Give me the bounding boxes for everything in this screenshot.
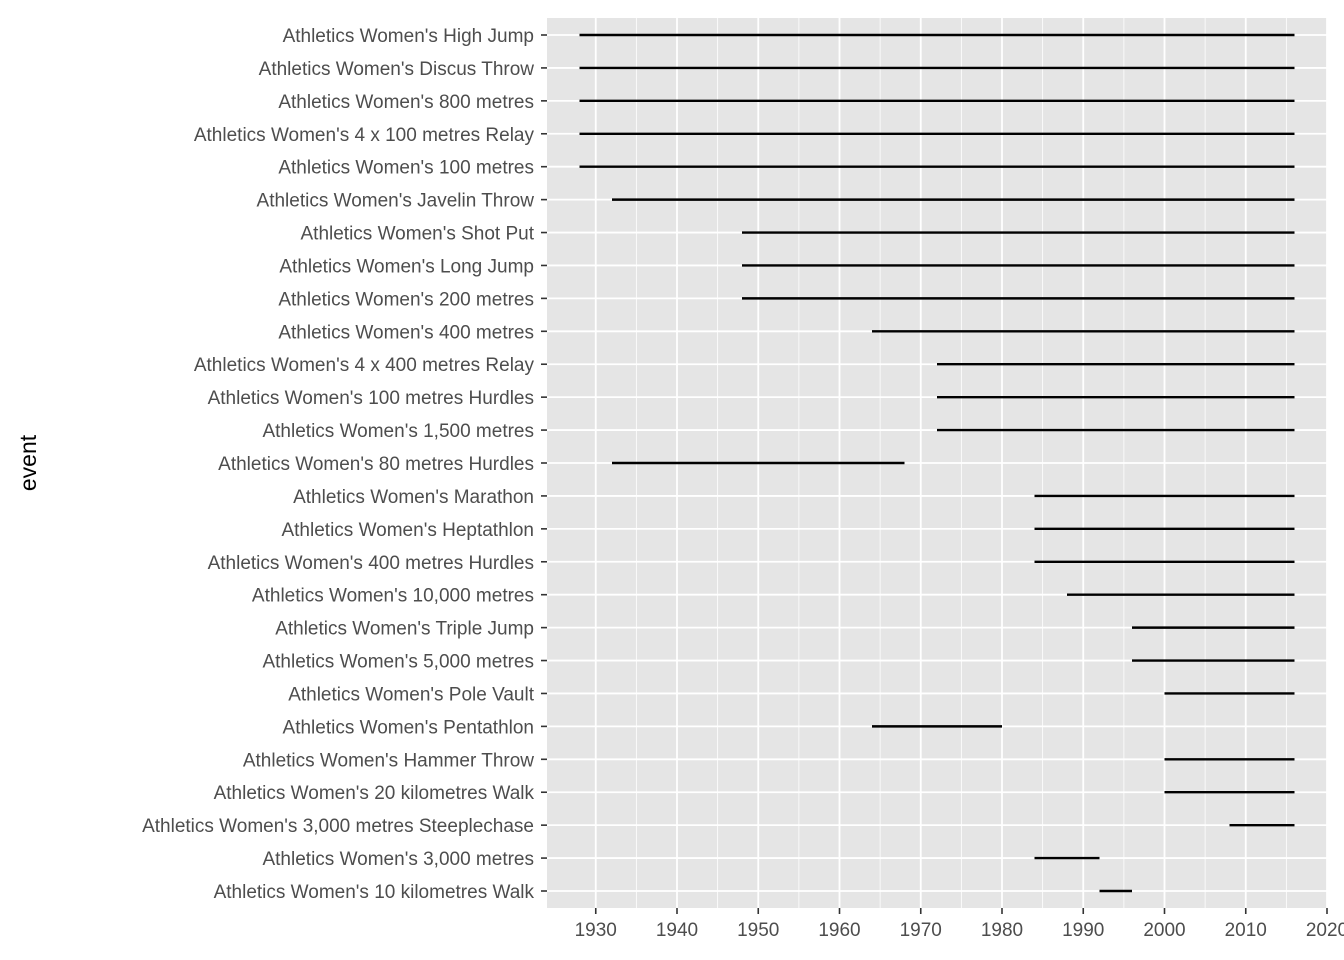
y-tick-label: Athletics Women's Long Jump [279,256,534,277]
y-tick-label: Athletics Women's High Jump [283,26,534,47]
y-tick-label: Athletics Women's 80 metres Hurdles [218,454,534,475]
x-tick-label: 2010 [1225,920,1267,941]
y-tick-label: Athletics Women's Heptathlon [281,520,534,541]
y-tick-label: Athletics Women's Discus Throw [259,59,535,80]
y-axis-title: event [15,434,41,491]
y-tick-label: Athletics Women's Pole Vault [288,684,535,705]
x-tick-label: 2000 [1143,920,1185,941]
y-tick-label: Athletics Women's Marathon [293,487,534,508]
y-tick-label: Athletics Women's 100 metres Hurdles [208,388,534,409]
y-tick-label: Athletics Women's 800 metres [278,92,534,113]
x-tick-label: 1990 [1062,920,1104,941]
y-tick-label: Athletics Women's 1,500 metres [262,421,534,442]
x-tick-label: 1930 [575,920,617,941]
x-axis: 1930 1940 1950 1960 1970 1980 1990 2000 2010 2020 [575,908,1344,941]
y-tick-label: Athletics Women's 5,000 metres [262,652,534,673]
y-tick-label: Athletics Women's Pentathlon [283,717,534,738]
x-tick-label: 1960 [818,920,860,941]
y-tick-label: Athletics Women's 10,000 metres [252,586,534,607]
x-tick-label: 2020 [1306,920,1344,941]
y-tick-label: Athletics Women's 20 kilometres Walk [214,783,535,804]
event-segments [579,33,1295,893]
y-tick-label: Athletics Women's 4 x 100 metres Relay [194,125,535,146]
y-tick-label: Athletics Women's Shot Put [301,224,535,245]
y-tick-label: Athletics Women's Hammer Throw [243,750,534,771]
y-tick-label: Athletics Women's 3,000 metres Steeplech… [142,816,534,837]
y-tick-label: Athletics Women's 3,000 metres [262,849,534,870]
y-tick-label: Athletics Women's 400 metres Hurdles [208,553,534,574]
y-tick-label: Athletics Women's 100 metres [278,158,534,179]
y-tick-label: Athletics Women's Javelin Throw [257,191,535,212]
y-axis: Athletics Women's High Jump Athletics Wom… [142,26,547,903]
x-tick-label: 1980 [981,920,1023,941]
y-tick-label: Athletics Women's 4 x 400 metres Relay [194,355,535,376]
y-tick-label: Athletics Women's Triple Jump [275,619,534,640]
y-tick-label: Athletics Women's 10 kilometres Walk [214,882,535,903]
x-tick-label: 1950 [737,920,779,941]
y-tick-label: Athletics Women's 400 metres [278,322,534,343]
x-tick-label: 1940 [656,920,698,941]
y-tick-label: Athletics Women's 200 metres [278,289,534,310]
x-tick-label: 1970 [900,920,942,941]
